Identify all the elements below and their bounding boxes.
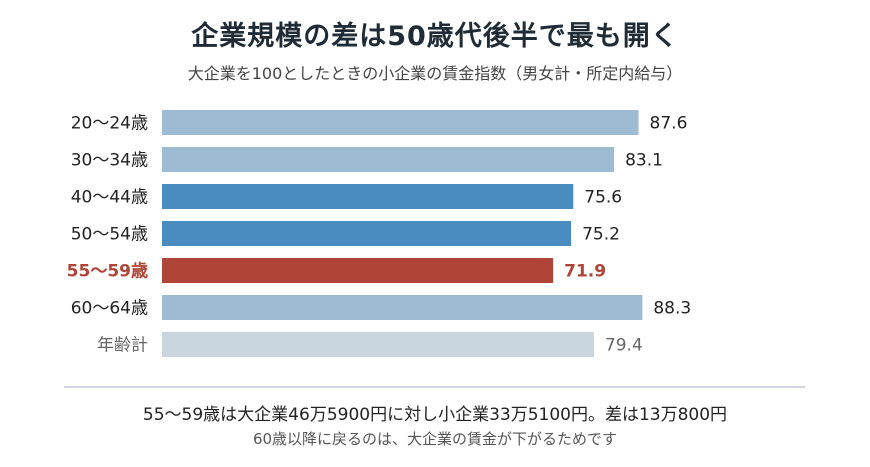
category-label: 50〜54歳 — [71, 225, 148, 245]
category-label: 20〜24歳 — [71, 114, 148, 134]
value-label: 75.2 — [582, 225, 620, 245]
value-label: 79.4 — [605, 336, 643, 356]
category-label: 60〜64歳 — [71, 299, 148, 319]
value-label: 71.9 — [564, 262, 606, 282]
category-label: 40〜44歳 — [71, 188, 148, 208]
footer-sub-text: 60歳以降に戻るのは、大企業の賃金が下がるためです — [252, 430, 618, 448]
bar — [162, 332, 594, 357]
value-label: 87.6 — [650, 114, 688, 134]
bar — [162, 258, 554, 283]
chart-subtitle: 大企業を100としたときの小企業の賃金指数（男女計・所定内給与） — [187, 64, 683, 83]
bar — [162, 147, 615, 172]
value-label: 88.3 — [653, 299, 691, 319]
footer-main-text: 55〜59歳は大企業46万5900円に対し小企業33万5100円。差は13万80… — [142, 405, 728, 425]
bar — [162, 295, 643, 320]
category-label: 年齢計 — [97, 336, 148, 356]
category-label: 30〜34歳 — [71, 151, 148, 171]
bar — [162, 110, 639, 135]
divider — [64, 386, 805, 388]
bar — [162, 221, 572, 246]
bar-chart: 20〜24歳 87.6 30〜34歳 83.1 40〜44歳 75.6 50〜54歳 75.2… — [67, 110, 691, 357]
bar — [162, 184, 574, 209]
value-label: 75.6 — [584, 188, 622, 208]
value-label: 83.1 — [625, 151, 663, 171]
category-label: 55〜59歳 — [67, 261, 148, 282]
chart-title: 企業規模の差は50歳代後半で最も開く — [191, 21, 679, 52]
